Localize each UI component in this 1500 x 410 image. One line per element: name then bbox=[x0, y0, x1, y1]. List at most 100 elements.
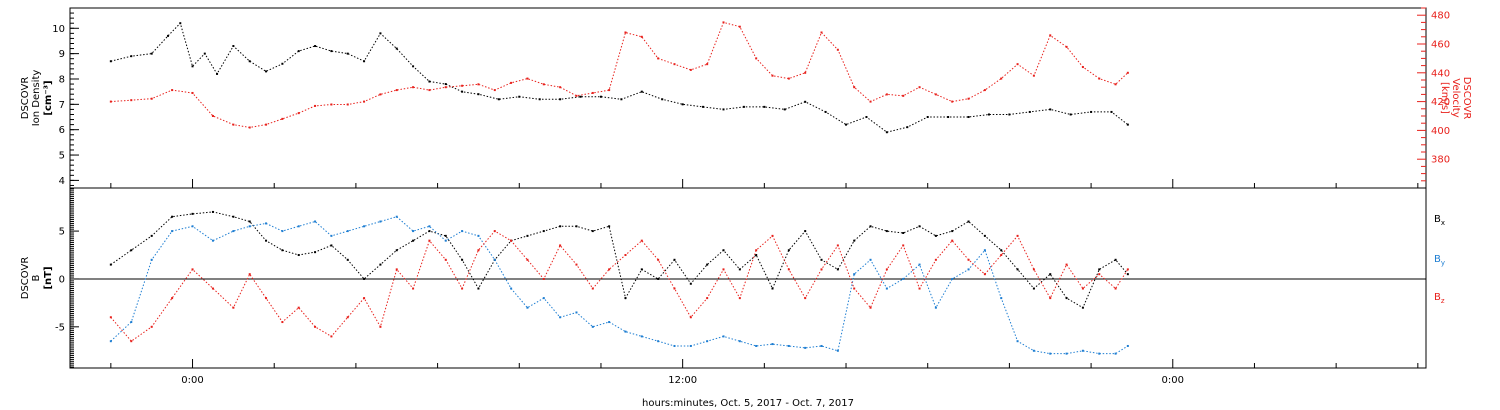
data-point bbox=[191, 65, 194, 68]
data-point bbox=[232, 230, 235, 233]
data-point bbox=[444, 258, 447, 261]
data-point bbox=[203, 52, 206, 55]
data-point bbox=[722, 108, 725, 111]
y-tick-label: 6 bbox=[59, 125, 65, 136]
data-point bbox=[265, 222, 268, 225]
data-point bbox=[1065, 297, 1068, 300]
data-point bbox=[1016, 63, 1019, 66]
data-point bbox=[412, 287, 415, 290]
field-axis-label-line-2: B bbox=[31, 274, 42, 281]
data-point bbox=[191, 268, 194, 271]
data-point bbox=[967, 97, 970, 100]
data-point bbox=[755, 249, 758, 252]
y-tick-label: 9 bbox=[59, 49, 65, 60]
velocity-axis-ticks: 380 400 420 440 460 480 bbox=[1417, 7, 1450, 189]
data-point bbox=[346, 230, 349, 233]
data-point bbox=[657, 258, 660, 261]
data-point bbox=[738, 297, 741, 300]
data-point bbox=[624, 254, 627, 257]
data-point bbox=[330, 335, 333, 338]
data-point bbox=[681, 103, 684, 106]
data-point bbox=[150, 234, 153, 237]
data-point bbox=[150, 258, 153, 261]
data-point bbox=[787, 344, 790, 347]
data-point bbox=[1098, 77, 1101, 80]
data-point bbox=[706, 340, 709, 343]
data-point bbox=[706, 263, 709, 266]
data-point bbox=[518, 95, 521, 98]
x-tick-label: 12:00 bbox=[668, 375, 697, 386]
legend-by: By bbox=[1434, 254, 1445, 267]
data-point bbox=[428, 225, 431, 228]
x-axis-title: hours:minutes, Oct. 5, 2017 - Oct. 7, 20… bbox=[642, 398, 854, 409]
data-point bbox=[265, 123, 268, 126]
data-point bbox=[869, 225, 872, 228]
data-point bbox=[477, 249, 480, 252]
data-point bbox=[1098, 273, 1101, 276]
data-point bbox=[538, 98, 541, 101]
bottom-series bbox=[109, 210, 1129, 355]
data-point bbox=[591, 91, 594, 94]
velocity-tick-label: 460 bbox=[1431, 40, 1450, 51]
data-point bbox=[1008, 113, 1011, 116]
field-axis-label-line-1: DSCOVR bbox=[20, 257, 31, 300]
data-point bbox=[211, 239, 214, 242]
x-tick-label: 0:00 bbox=[181, 375, 203, 386]
bottom-panel-frame bbox=[69, 187, 1427, 369]
data-point bbox=[444, 86, 447, 89]
data-point bbox=[934, 93, 937, 96]
data-point bbox=[608, 89, 611, 92]
data-point bbox=[885, 93, 888, 96]
data-point bbox=[575, 94, 578, 97]
data-point bbox=[542, 297, 545, 300]
data-point bbox=[1110, 110, 1113, 113]
velocity-tick-label: 380 bbox=[1431, 155, 1450, 166]
data-point bbox=[379, 220, 382, 223]
data-point bbox=[804, 230, 807, 233]
data-point bbox=[967, 220, 970, 223]
data-point bbox=[109, 60, 112, 63]
data-point bbox=[248, 60, 251, 63]
data-point bbox=[130, 340, 133, 343]
data-point bbox=[742, 105, 745, 108]
data-point bbox=[314, 45, 317, 48]
data-point bbox=[232, 123, 235, 126]
data-point bbox=[987, 113, 990, 116]
series-trace bbox=[110, 211, 1129, 309]
data-point bbox=[640, 35, 643, 38]
top-panel-frame bbox=[69, 7, 1427, 189]
data-point bbox=[771, 234, 774, 237]
data-point bbox=[493, 89, 496, 92]
data-point bbox=[330, 244, 333, 247]
data-point bbox=[346, 258, 349, 261]
data-point bbox=[526, 234, 529, 237]
data-point bbox=[820, 258, 823, 261]
data-point bbox=[281, 321, 284, 324]
data-point bbox=[689, 316, 692, 319]
data-point bbox=[1032, 74, 1035, 77]
data-point bbox=[934, 306, 937, 309]
data-point bbox=[1000, 254, 1003, 257]
data-point bbox=[232, 215, 235, 218]
data-point bbox=[314, 104, 317, 107]
data-point bbox=[171, 297, 174, 300]
data-point bbox=[706, 297, 709, 300]
data-point bbox=[853, 273, 856, 276]
data-point bbox=[1000, 249, 1003, 252]
data-point bbox=[363, 277, 366, 280]
data-point bbox=[620, 98, 623, 101]
data-point bbox=[853, 239, 856, 242]
data-point bbox=[559, 225, 562, 228]
data-point bbox=[1114, 83, 1117, 86]
bottom-panel: -5 0 5 DSCOVR B [nT] Bx By Bz bbox=[20, 187, 1445, 369]
data-point bbox=[624, 297, 627, 300]
data-point bbox=[444, 83, 447, 86]
data-point bbox=[281, 62, 284, 65]
data-point bbox=[1065, 352, 1068, 355]
data-point bbox=[281, 249, 284, 252]
data-point bbox=[248, 225, 251, 228]
data-point bbox=[346, 103, 349, 106]
data-point bbox=[657, 340, 660, 343]
data-point bbox=[444, 234, 447, 237]
